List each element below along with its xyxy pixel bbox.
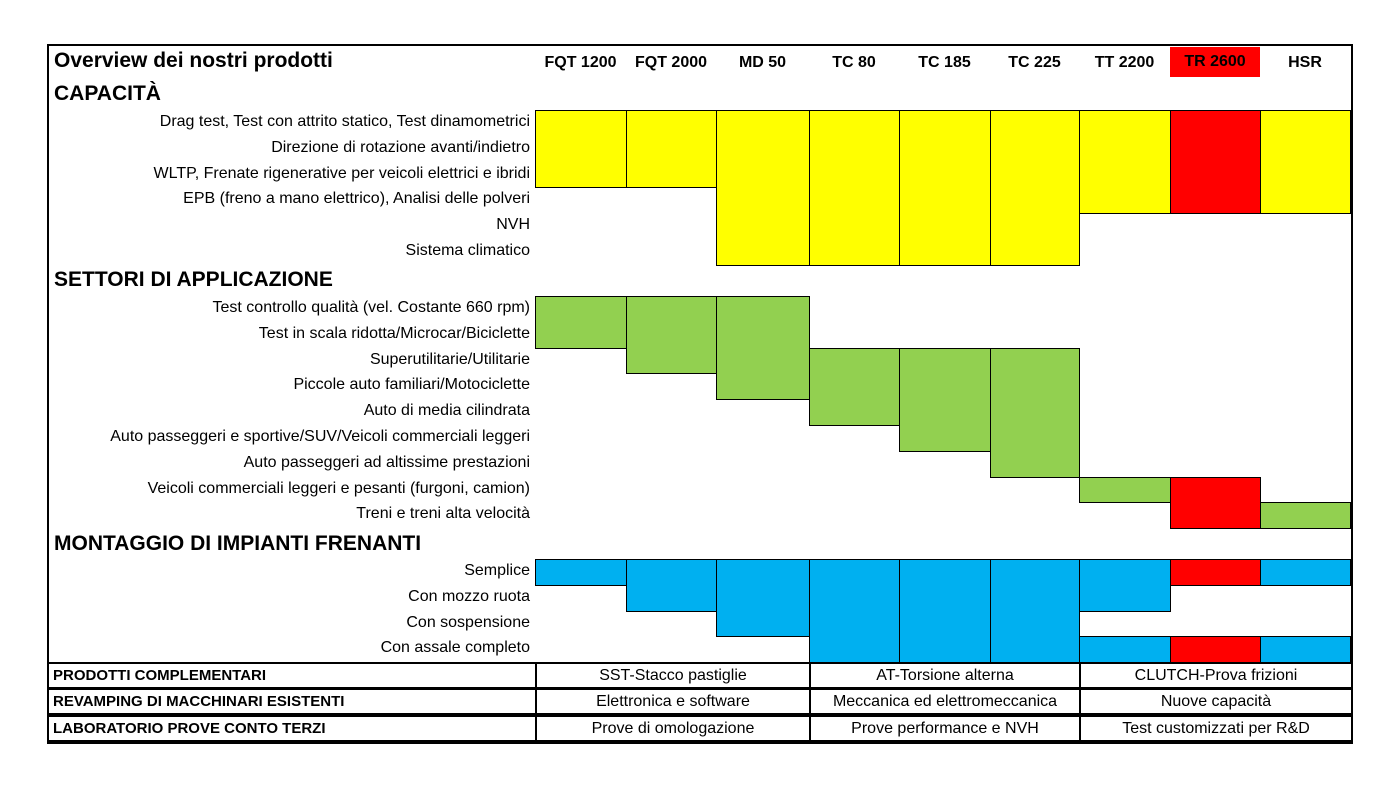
- bottom-row-cell: Nuove capacità: [1079, 688, 1353, 716]
- row-label: Auto passeggeri e sportive/SUV/Veicoli c…: [110, 428, 530, 445]
- bottom-row-cell: SST-Stacco pastiglie: [535, 662, 811, 689]
- product-header-2: MD 50: [738, 54, 787, 71]
- capability-block: [1260, 502, 1351, 530]
- product-header-8: HSR: [1288, 54, 1322, 71]
- capability-block: [1079, 476, 1171, 504]
- row-label: Test in scala ridotta/Microcar/Biciclett…: [258, 324, 530, 342]
- capability-block: [809, 110, 900, 266]
- product-header-6: TT 2200: [1094, 54, 1155, 71]
- capability-block: [1170, 636, 1261, 664]
- row-label: Con mozzo ruota: [408, 587, 530, 605]
- capability-block: [535, 296, 627, 349]
- capability-block: [1260, 110, 1351, 215]
- capability-block: [1260, 636, 1351, 664]
- page-title: Overview dei nostri prodotti: [54, 49, 333, 72]
- capability-block: [716, 110, 810, 266]
- row-label: Superutilitarie/Utilitarie: [369, 350, 530, 368]
- capability-block: [899, 559, 991, 664]
- section-title: MONTAGGIO DI IMPIANTI FRENANTI: [54, 532, 422, 555]
- bottom-row-cell: AT-Torsione alterna: [809, 662, 1081, 689]
- overview-table: [47, 44, 1353, 744]
- bottom-row-label: REVAMPING DI MACCHINARI ESISTENTI: [47, 688, 537, 716]
- row-label: Veicoli commerciali leggeri e pesanti (f…: [147, 479, 530, 497]
- capability-block: [716, 559, 810, 638]
- bottom-row-label: PRODOTTI COMPLEMENTARI: [47, 662, 537, 689]
- capability-block: [990, 110, 1080, 266]
- capability-block: [535, 559, 627, 586]
- row-label: WLTP, Frenate rigenerative per veicoli e…: [153, 164, 530, 182]
- capability-block: [1170, 110, 1261, 215]
- capability-block: [1260, 559, 1351, 586]
- row-label: Treni e treni alta velocità: [356, 505, 530, 523]
- capability-block: [899, 347, 991, 452]
- bottom-row-cell: Meccanica ed elettromeccanica: [809, 688, 1081, 716]
- bottom-row-cell: Prove performance e NVH: [809, 714, 1081, 742]
- row-label: Drag test, Test con attrito statico, Tes…: [159, 113, 530, 130]
- product-header-3: TC 80: [832, 54, 876, 71]
- capability-block: [535, 110, 627, 189]
- capability-block: [1079, 636, 1171, 664]
- row-label: Auto passeggeri ad altissime prestazioni: [243, 453, 530, 471]
- product-header-0: FQT 1200: [544, 54, 617, 71]
- bottom-row-cell: CLUTCH-Prova frizioni: [1079, 662, 1353, 689]
- row-label: Con sospensione: [406, 613, 530, 631]
- section-title: CAPACITÀ: [54, 82, 161, 105]
- bottom-row-cell: Prove di omologazione: [535, 714, 811, 742]
- row-label: Semplice: [464, 562, 530, 579]
- capability-block: [626, 559, 717, 612]
- capability-block: [1079, 110, 1171, 215]
- section-title: SETTORI DI APPLICAZIONE: [54, 268, 333, 291]
- capability-block: [990, 347, 1080, 478]
- capability-block: [1079, 559, 1171, 612]
- capability-block: [899, 110, 991, 266]
- product-header-5: TC 225: [1008, 54, 1061, 71]
- capability-block: [716, 296, 810, 401]
- capability-block: [809, 347, 900, 426]
- capability-block: [626, 110, 717, 189]
- row-label: EPB (freno a mano elettrico), Analisi de…: [183, 190, 530, 208]
- row-label: Piccole auto familiari/Motociclette: [293, 376, 530, 394]
- row-label: Direzione di rotazione avanti/indietro: [271, 138, 530, 156]
- capability-block: [990, 559, 1080, 664]
- product-header-7: TR 2600: [1170, 47, 1260, 77]
- row-label: Sistema climatico: [405, 242, 530, 259]
- row-label: Con assale completo: [380, 639, 530, 657]
- capability-block: [1170, 559, 1261, 586]
- row-label: Test controllo qualità (vel. Costante 66…: [212, 299, 530, 316]
- product-header-1: FQT 2000: [634, 54, 708, 71]
- capability-block: [809, 559, 900, 664]
- bottom-row-cell: Elettronica e software: [535, 688, 811, 716]
- bottom-row-label: LABORATORIO PROVE CONTO TERZI: [47, 714, 537, 742]
- bottom-row-cell: Test customizzati per R&D: [1079, 714, 1353, 742]
- product-header-4: TC 185: [918, 54, 971, 71]
- row-label: NVH: [496, 216, 530, 234]
- row-label: Auto di media cilindrata: [363, 402, 530, 420]
- capability-block: [1170, 476, 1261, 530]
- capability-block: [626, 296, 717, 375]
